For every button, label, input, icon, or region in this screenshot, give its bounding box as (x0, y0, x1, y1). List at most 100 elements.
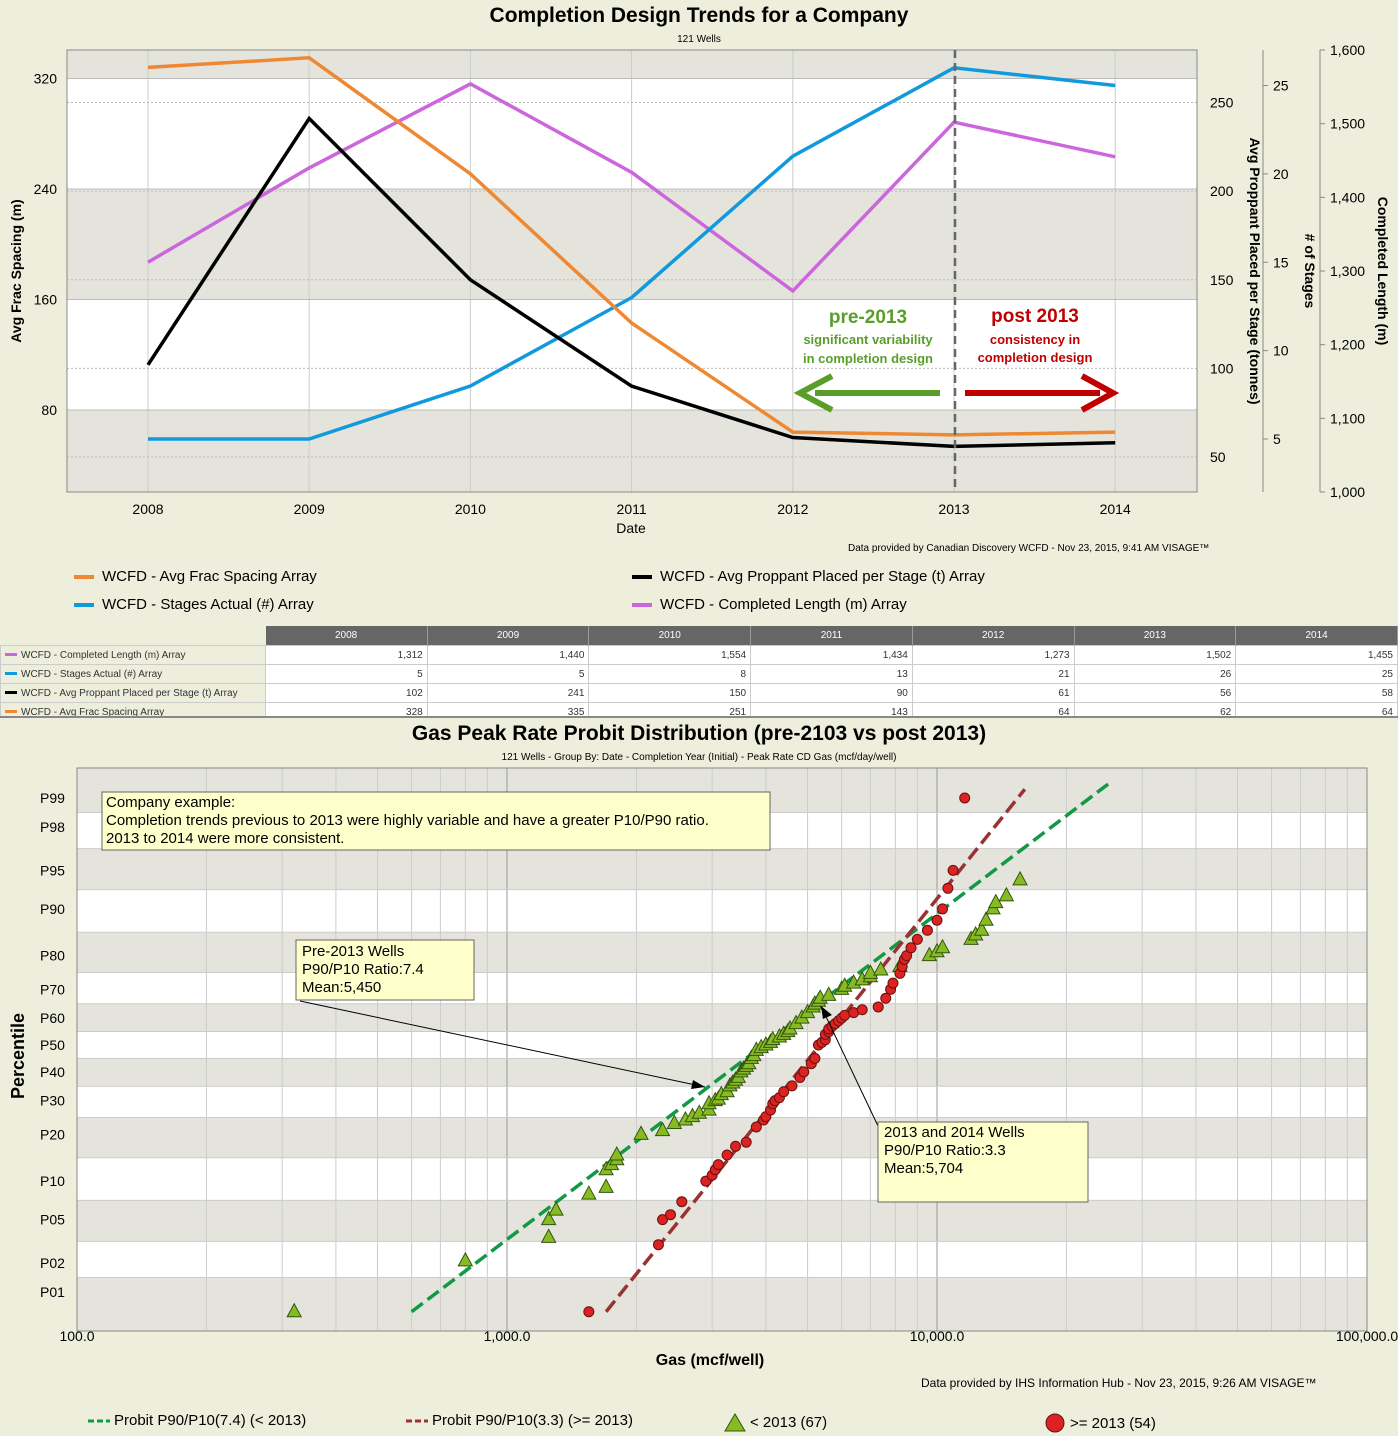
table-cell: 1,434 (750, 645, 913, 665)
table-cell: 1,455 (1235, 645, 1398, 665)
pre-arrow-line (299, 1000, 706, 1088)
y-right1-tick: 200 (1210, 183, 1234, 199)
y-left-tick: 160 (34, 292, 58, 308)
point-post-2013 (921, 924, 933, 936)
y-right1-tick: 100 (1210, 360, 1234, 376)
pre-2013-line1: significant variability (803, 332, 933, 347)
y-right2-tick: 5 (1273, 431, 1281, 447)
top-chart-title: Completion Design Trends for a Company (489, 4, 909, 27)
row-label-text: WCFD - Stages Actual (#) Array (21, 668, 163, 680)
post-arrow-line (820, 1005, 879, 1127)
pre-box-line2: P90/P10 Ratio:7.4 (302, 961, 424, 978)
legend-pts-post[interactable]: >= 2013 (54) (1044, 1412, 1156, 1434)
table-cell: 241 (426, 683, 590, 703)
legend-item-proppant[interactable]: WCFD - Avg Proppant Placed per Stage (t)… (632, 568, 985, 585)
x-tick-label: 2008 (132, 501, 163, 517)
table-cell: 1,312 (265, 645, 428, 665)
gridband (77, 848, 1367, 890)
gridband (77, 1117, 1367, 1158)
legend-item-frac[interactable]: WCFD - Avg Frac Spacing Array (74, 568, 317, 585)
legend-item-stages[interactable]: WCFD - Stages Actual (#) Array (74, 596, 314, 613)
table-row: WCFD - Completed Length (m) Array 1,312 1,… (0, 645, 1398, 665)
point-post-2013 (730, 1140, 742, 1152)
x-axis-label: Date (616, 520, 646, 536)
row-label-text: WCFD - Avg Proppant Placed per Stage (t)… (21, 687, 238, 699)
table-header-year: 2010 (588, 626, 752, 646)
gridband (77, 1200, 1367, 1242)
legend-label-length: WCFD - Completed Length (m) Array (660, 596, 907, 613)
point-post-2013 (652, 1239, 664, 1251)
point-post-2013 (937, 903, 949, 915)
y-right3-tick: 1,200 (1330, 337, 1365, 353)
point-pre-2013 (608, 1145, 625, 1161)
gridband (77, 1058, 1367, 1087)
legend-fit-pre[interactable]: Probit P90/P10(7.4) (< 2013) (88, 1412, 306, 1429)
post-2013-title: post 2013 (991, 306, 1079, 327)
point-post-2013 (905, 942, 917, 954)
point-post-2013 (887, 977, 899, 989)
y-right2-tick: 25 (1273, 78, 1289, 94)
point-post-2013 (942, 882, 954, 894)
point-pre-2013 (1012, 870, 1028, 886)
x-tick-label: 10,000.0 (910, 1328, 965, 1344)
legend-fit-pre-label: Probit P90/P10(7.4) (< 2013) (114, 1412, 307, 1429)
data-table: 2008 2009 2010 2011 2012 2013 2014 WCFD - Comp… (0, 626, 1398, 722)
legend-pts-pre[interactable]: < 2013 (67) (724, 1412, 827, 1432)
pre-2013-title: pre-2013 (829, 307, 907, 328)
point-post-2013 (947, 864, 959, 876)
probit-fit-line-0 (410, 782, 1110, 1314)
point-pre-2013 (457, 1251, 474, 1267)
x-axis-label: Gas (mcf/well) (656, 1352, 764, 1369)
point-pre-2013 (598, 1178, 614, 1193)
gridband (77, 1003, 1367, 1032)
row-label-text: WCFD - Avg Frac Spacing Array (21, 706, 165, 718)
x-tick-label: 100,000.0 (1336, 1328, 1398, 1344)
note-box (101, 791, 771, 851)
table-cell: 61 (911, 683, 1075, 703)
note-line1: Company example: (106, 794, 235, 811)
legend-fit-post[interactable]: Probit P90/P10(3.3) (>= 2013) (406, 1412, 633, 1429)
table-cell: 13 (750, 664, 913, 684)
legend-item-length[interactable]: WCFD - Completed Length (m) Array (632, 596, 907, 613)
post-2013-line1: consistency in (990, 332, 1080, 347)
y-right3-tick: 1,300 (1330, 263, 1365, 279)
table-row-label: WCFD - Stages Actual (#) Array (0, 664, 266, 684)
gridband (77, 932, 1367, 973)
point-post-2013 (931, 914, 943, 926)
probit-chart: P01 P02 P05 P10 P20 P30 P40 P50 P60 P70 P80 P90 P95 P… (8, 767, 1398, 1369)
table-cell: 150 (588, 683, 752, 703)
table-cell: 1,273 (911, 645, 1075, 665)
point-pre-2013 (973, 921, 990, 936)
post-2013-line2: completion design (978, 350, 1093, 365)
y-right1-tick: 50 (1210, 449, 1226, 465)
point-pre-2013 (872, 960, 889, 976)
data-table-panel: 2008 2009 2010 2011 2012 2013 2014 WCFD - Comp… (0, 626, 1398, 722)
triangle-icon (724, 1413, 746, 1432)
point-pre-2013 (633, 1125, 649, 1140)
x-tick-label: 2012 (777, 501, 808, 517)
y-right2-label: # of Stages (1302, 234, 1318, 309)
point-pre-2013 (978, 911, 994, 926)
series-swatch (5, 672, 17, 676)
top-plot-border (66, 49, 1198, 493)
pre-box (295, 939, 475, 1001)
pre-2013-line2: in completion design (803, 351, 933, 366)
table-cell: 26 (1073, 664, 1237, 684)
y-right1-label: Avg Proppant Placed per Stage (tonnes) (1247, 137, 1263, 404)
y-right2-tick: 15 (1273, 254, 1289, 270)
point-pre-2013 (540, 1210, 557, 1226)
point-post-2013 (809, 1052, 821, 1064)
series-swatch (5, 653, 17, 657)
point-pre-2013 (286, 1302, 303, 1318)
y-left-tick: 240 (34, 181, 58, 197)
post-box-line1: 2013 and 2014 Wells (884, 1124, 1025, 1141)
legend-label-proppant: WCFD - Avg Proppant Placed per Stage (t)… (660, 568, 985, 585)
table-header-year: 2014 (1235, 626, 1398, 646)
table-cell: 58 (1235, 683, 1398, 703)
right-arrow-icon (965, 373, 1120, 413)
y-tick-label: P20 (40, 1126, 65, 1142)
left-arrow-icon (793, 373, 940, 413)
bottom-chart-subtitle: 121 Wells - Group By: Date - Completion … (501, 752, 897, 763)
x-tick-label: 2013 (938, 501, 969, 517)
pre-arrow-head-icon (691, 1080, 705, 1089)
